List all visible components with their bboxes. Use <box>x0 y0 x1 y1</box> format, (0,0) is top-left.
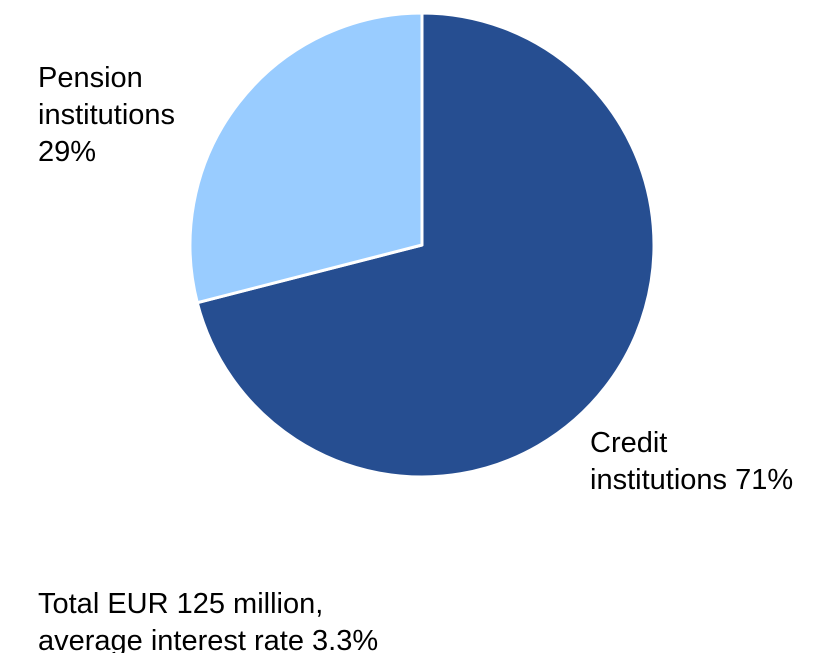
category-name: Credit institutions <box>590 427 728 496</box>
value-label: 71% <box>735 464 794 496</box>
pie-slice <box>188 11 424 305</box>
slice-label: Pension institutions 29% <box>38 60 218 171</box>
category-name: Pension institutions <box>38 62 176 131</box>
pie-slice <box>195 11 656 479</box>
note: Total EUR 125 million, average interest … <box>38 586 378 653</box>
note-line: average interest rate 3.3% <box>38 625 379 653</box>
note-line: Total EUR 125 million, <box>38 588 324 620</box>
slice-label: Credit institutions 71% <box>590 425 802 499</box>
value-label: 29% <box>38 136 97 168</box>
